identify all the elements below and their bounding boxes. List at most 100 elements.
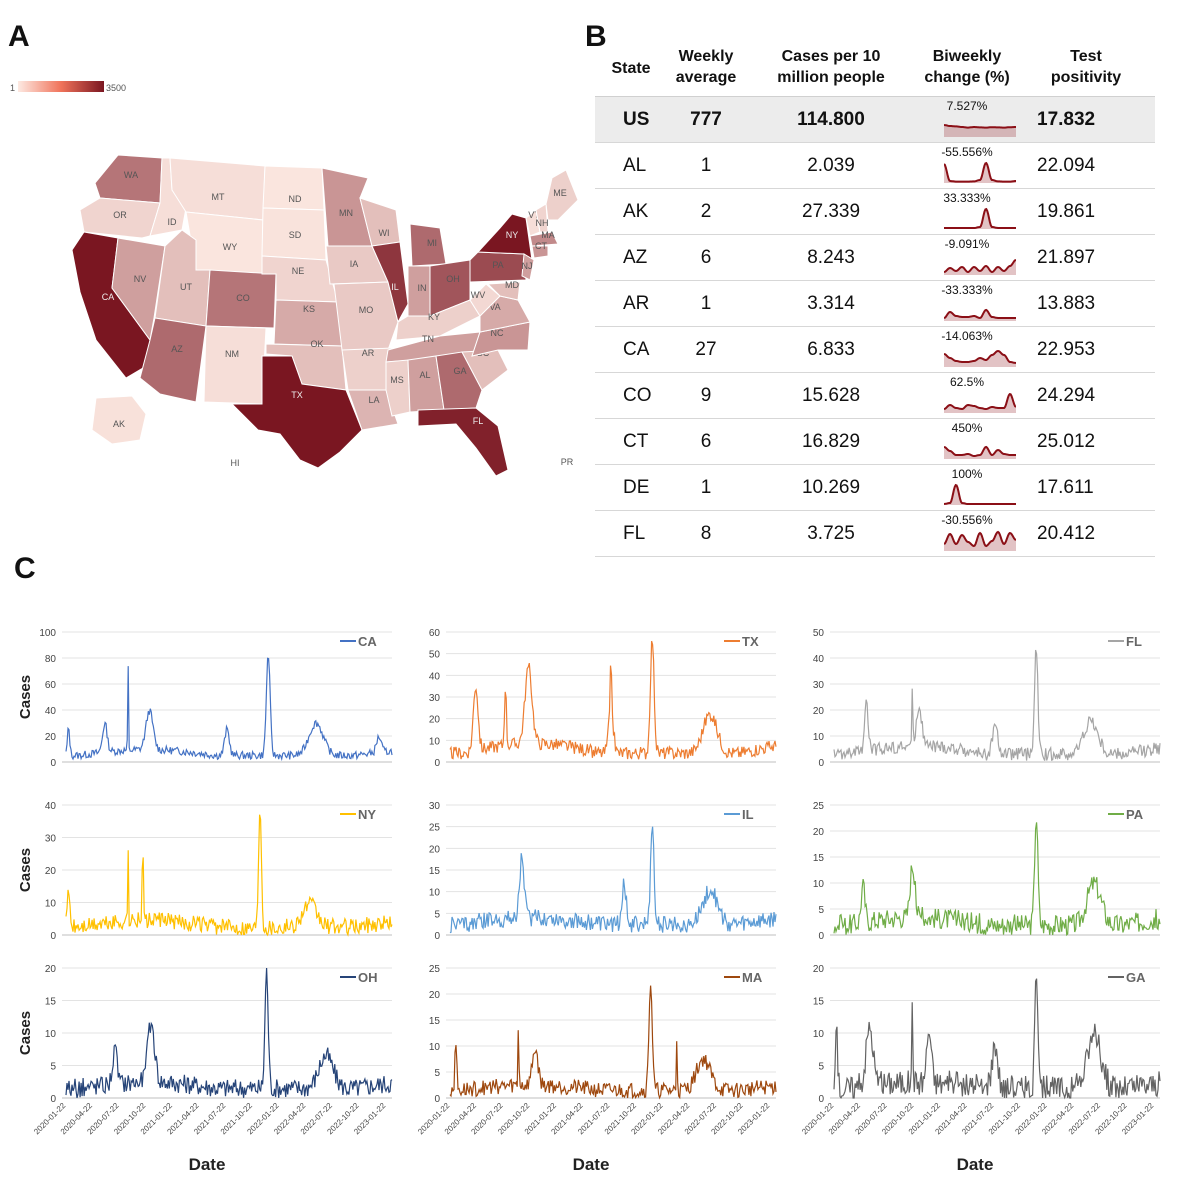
cell-cases: 3.725 <box>745 510 917 557</box>
y-tick-label: 0 <box>50 1094 56 1105</box>
y-tick-label: 10 <box>45 1029 57 1040</box>
y-tick-label: 10 <box>813 732 825 743</box>
state-label-tn: TN <box>422 334 434 344</box>
state-label-co: CO <box>236 293 250 303</box>
state-label-la: LA <box>368 395 379 405</box>
state-label-ca: CA <box>102 292 115 302</box>
x-axis-label: Date <box>189 1155 226 1174</box>
chart-tx: 0 10 20 30 40 50 60 TX <box>429 628 777 769</box>
y-tick-label: 20 <box>429 990 441 1001</box>
sparkline-line <box>944 445 1016 457</box>
sparkline <box>944 259 1016 275</box>
table-row: US 777 114.800 7.527% 17.832 <box>595 96 1155 143</box>
sparkline <box>944 207 1016 229</box>
state-label-mt: MT <box>212 192 225 202</box>
y-tick-label: 25 <box>429 964 441 975</box>
state-label-wv: WV <box>471 290 486 300</box>
state-label-ak: AK <box>113 419 125 429</box>
cell-cases: 6.833 <box>745 326 917 373</box>
series-line-oh <box>65 967 393 1099</box>
series-line-ny <box>65 814 393 937</box>
cell-test-positivity: 22.953 <box>1017 326 1155 373</box>
sparkline-line <box>944 124 1016 129</box>
state-label-sd: SD <box>289 230 302 240</box>
cell-state: US <box>595 96 667 143</box>
sparkline <box>944 445 1016 459</box>
cell-change: -9.091% <box>917 234 1017 281</box>
cell-state: AK <box>595 188 667 235</box>
sparkline-line <box>944 161 1016 183</box>
spark-change-label: 100% <box>951 467 983 481</box>
cell-cases: 27.339 <box>745 188 917 235</box>
legend-label: TX <box>742 634 759 649</box>
state-label-hi: HI <box>231 458 240 468</box>
y-tick-label: 5 <box>818 1062 824 1073</box>
series-line-ca <box>65 657 393 762</box>
sparkline <box>944 349 1016 367</box>
state-label-nj: NJ <box>522 261 533 271</box>
cell-state: FL <box>595 510 667 557</box>
cell-change: 450% <box>917 418 1017 465</box>
cell-weekly-average: 9 <box>667 372 745 419</box>
y-tick-label: 20 <box>429 844 441 855</box>
y-tick-label: 0 <box>434 931 440 942</box>
chart-pa: 0 5 10 15 20 25 PA <box>813 801 1161 942</box>
y-tick-label: 10 <box>429 736 441 747</box>
sparkline-line <box>944 392 1016 411</box>
state-label-ma: MA <box>541 230 555 240</box>
spark-change-label: -30.556% <box>941 513 993 527</box>
y-tick-label: 10 <box>429 1042 441 1053</box>
y-tick-label: 80 <box>45 654 57 665</box>
y-tick-label: 60 <box>45 680 57 691</box>
state-label-or: OR <box>113 210 127 220</box>
table-row: AL 1 2.039 -55.556% 22.094 <box>595 142 1155 189</box>
y-tick-label: 5 <box>818 905 824 916</box>
cell-test-positivity: 25.012 <box>1017 418 1155 465</box>
series-line-pa <box>833 822 1161 937</box>
state-label-oh: OH <box>446 274 460 284</box>
state-shape-ms <box>385 359 411 417</box>
spark-change-label: -33.333% <box>941 283 993 297</box>
state-label-nv: NV <box>134 274 147 284</box>
y-tick-label: 60 <box>429 628 441 639</box>
spark-change-label: 62.5% <box>949 375 985 389</box>
cell-test-positivity: 19.861 <box>1017 188 1155 235</box>
state-label-id: ID <box>168 217 178 227</box>
y-tick-label: 50 <box>813 628 825 639</box>
panel-label-c: C <box>14 552 36 585</box>
small-multiples-svg: 020406080100CasesCA0102030405060TX010203… <box>17 628 1161 1174</box>
spark-change-label: -9.091% <box>944 237 990 251</box>
y-tick-label: 15 <box>813 853 825 864</box>
sparkline <box>944 124 1016 137</box>
state-shape-nm <box>203 325 267 405</box>
chart-ga: 05101520GA2020-01-222020-04-222020-07-22… <box>800 964 1161 1174</box>
cell-test-positivity: 21.897 <box>1017 234 1155 281</box>
state-label-al: AL <box>419 370 430 380</box>
y-tick-label: 15 <box>45 997 57 1008</box>
cell-change: -55.556% <box>917 142 1017 189</box>
table-row: AK 2 27.339 33.333% 19.861 <box>595 188 1155 235</box>
legend-label: FL <box>1126 634 1142 649</box>
sparkline-area <box>944 260 1016 275</box>
state-label-ia: IA <box>350 259 359 269</box>
cell-cases: 15.628 <box>745 372 917 419</box>
state-shape-md <box>486 281 521 301</box>
y-tick-label: 5 <box>434 909 440 920</box>
legend-label: IL <box>742 807 754 822</box>
table-header-row: State Weekly average Cases per 10 million … <box>595 40 1155 97</box>
legend-label: MA <box>742 970 763 985</box>
state-case-timeseries: 0 20 40 60 80 100 Cases CA 0 10 20 30 40 50 60 TX 0 10 20 3… <box>0 610 1179 1200</box>
legend-max-label: 3500 <box>106 83 126 93</box>
cell-state: AL <box>595 142 667 189</box>
state-label-nh: NH <box>536 218 549 228</box>
y-tick-label: 0 <box>434 1094 440 1105</box>
y-tick-label: 40 <box>429 671 441 682</box>
cell-weekly-average: 777 <box>667 96 745 143</box>
header-state: State <box>611 60 651 77</box>
chart-ma: 0510152025MA2020-01-222020-04-222020-07-… <box>416 964 777 1174</box>
state-label-md: MD <box>505 280 519 290</box>
cell-state: CT <box>595 418 667 465</box>
sparkline-area <box>944 447 1016 459</box>
sparkline <box>944 530 1016 551</box>
state-table-panel: State Weekly average Cases per 10 million … <box>595 40 1155 560</box>
